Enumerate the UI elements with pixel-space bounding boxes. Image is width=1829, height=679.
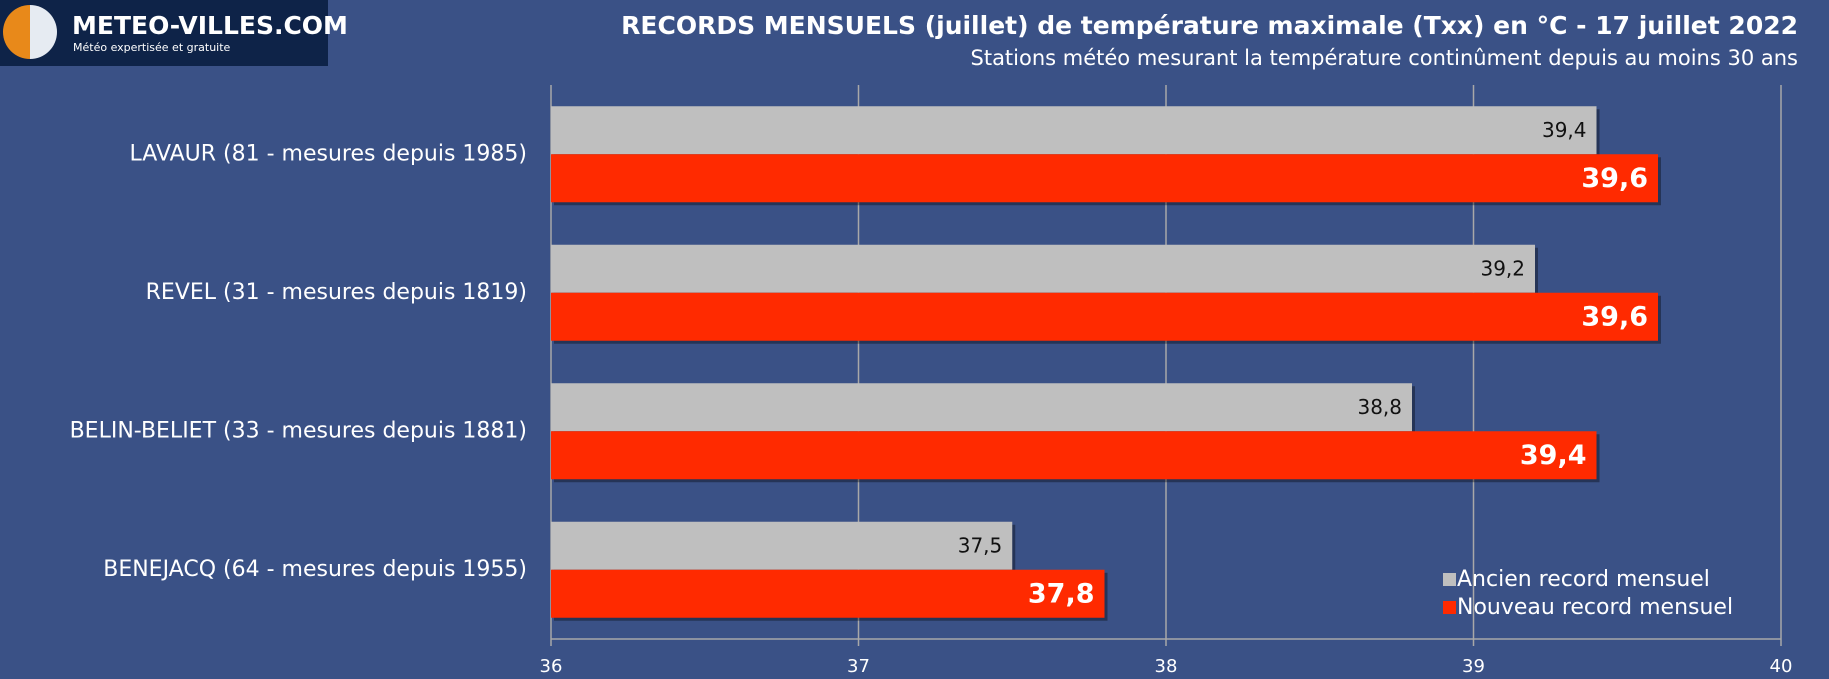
bar bbox=[551, 383, 1412, 432]
x-tick-label: 39 bbox=[1462, 656, 1485, 677]
legend-label: Nouveau record mensuel bbox=[1457, 595, 1733, 620]
x-tick-label: 36 bbox=[540, 656, 563, 677]
bar bbox=[551, 431, 1597, 480]
logo-moon bbox=[30, 5, 57, 59]
y-tick-label: REVEL (31 - mesures depuis 1819) bbox=[146, 280, 527, 305]
legend-swatch bbox=[1443, 601, 1456, 614]
logo-name: METEO-VILLES.COM bbox=[72, 11, 348, 40]
data-label: 39,6 bbox=[1581, 163, 1648, 194]
legend-label: Ancien record mensuel bbox=[1457, 567, 1710, 592]
data-label: 39,4 bbox=[1542, 118, 1587, 142]
data-label: 37,8 bbox=[1028, 578, 1095, 609]
y-tick-label: BENEJACQ (64 - mesures depuis 1955) bbox=[103, 557, 527, 582]
x-tick-label: 40 bbox=[1770, 656, 1793, 677]
chart-title: RECORDS MENSUELS (juillet) de températur… bbox=[621, 11, 1798, 40]
data-label: 38,8 bbox=[1357, 395, 1402, 419]
bar bbox=[551, 244, 1535, 293]
chart-subtitle: Stations météo mesurant la température c… bbox=[971, 46, 1799, 70]
data-label: 39,2 bbox=[1480, 256, 1525, 280]
data-label: 39,6 bbox=[1581, 301, 1648, 332]
bar bbox=[551, 569, 1105, 618]
x-tick-label: 37 bbox=[847, 656, 870, 677]
y-tick-label: LAVAUR (81 - mesures depuis 1985) bbox=[130, 141, 527, 166]
bar bbox=[551, 106, 1597, 155]
legend-swatch bbox=[1443, 573, 1456, 586]
bar bbox=[551, 521, 1013, 570]
data-label: 37,5 bbox=[958, 533, 1003, 557]
data-label: 39,4 bbox=[1520, 440, 1587, 471]
logo-tagline: Météo expertisée et gratuite bbox=[73, 41, 231, 54]
logo: METEO-VILLES.COM Météo expertisée et gra… bbox=[0, 0, 348, 66]
bar bbox=[551, 154, 1658, 203]
bar bbox=[551, 292, 1658, 341]
x-tick-label: 38 bbox=[1155, 656, 1178, 677]
logo-sun bbox=[3, 5, 30, 59]
y-tick-label: BELIN-BELIET (33 - mesures depuis 1881) bbox=[70, 418, 527, 443]
